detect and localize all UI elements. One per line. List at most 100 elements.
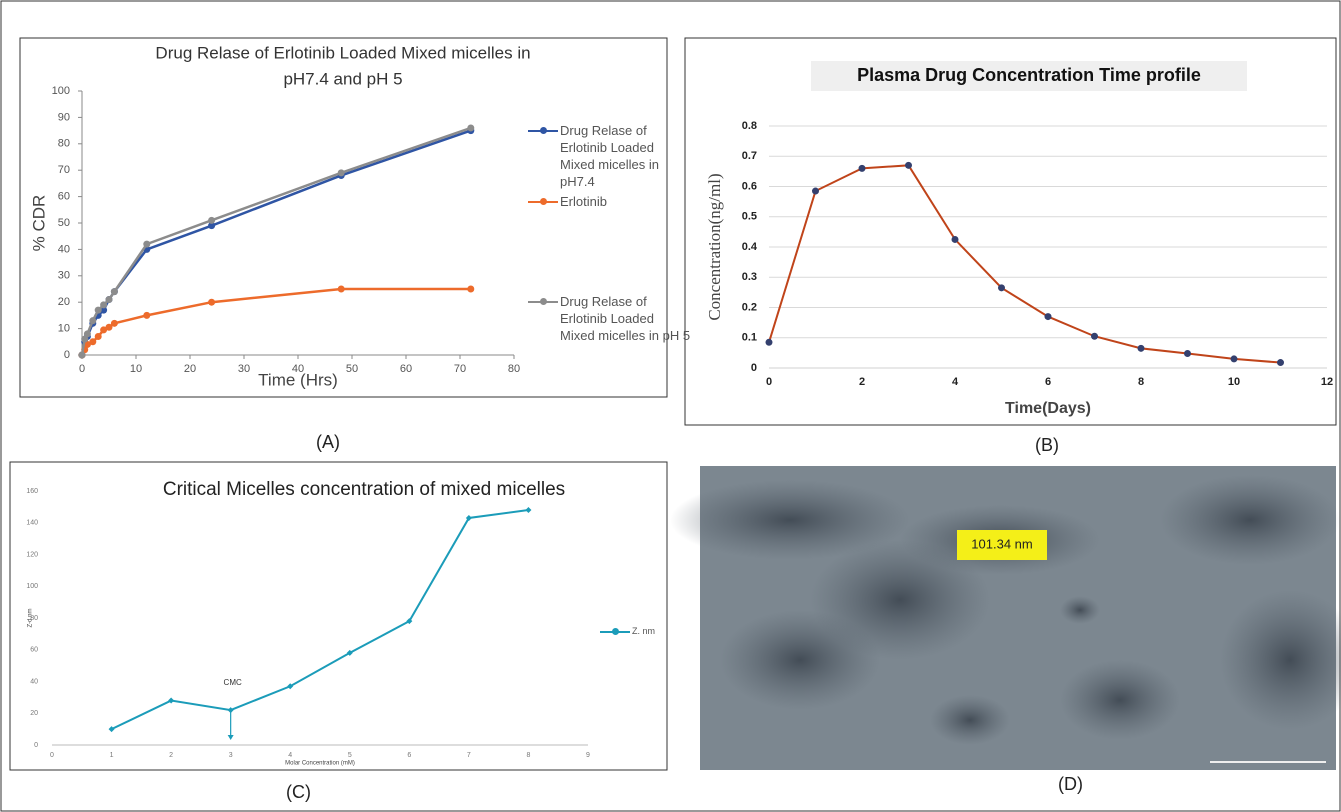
y-tick-label: 100: [26, 583, 38, 590]
panel-label: (A): [316, 432, 340, 453]
x-axis-label: Molar Concentration (mM): [285, 761, 355, 767]
series-line: [82, 131, 471, 355]
image-annotation: 101.34 nm: [971, 536, 1032, 551]
marker: [1045, 313, 1052, 320]
series-line: [112, 510, 529, 729]
series-line: [82, 128, 471, 355]
marker: [106, 296, 113, 303]
annotation: CMC: [224, 678, 242, 687]
marker: [143, 312, 150, 319]
y-tick-label: 0.2: [742, 301, 757, 313]
marker: [95, 307, 102, 314]
panel-frame: [10, 462, 667, 770]
y-tick-label: 0.8: [742, 120, 757, 132]
marker: [998, 284, 1005, 291]
legend-label: Drug Relase of Erlotinib Loaded Mixed mi…: [560, 293, 692, 344]
legend-entry: Erlotinib: [528, 193, 692, 210]
x-tick-label: 5: [348, 752, 352, 759]
y-axis-label: Z-d.nm: [28, 608, 34, 627]
x-tick-label: 2: [859, 376, 865, 388]
x-tick-label: 70: [454, 363, 466, 375]
annotation-arrowhead: [228, 735, 234, 740]
marker: [143, 241, 150, 248]
x-tick-label: 80: [508, 363, 520, 375]
y-tick-label: 0: [34, 742, 38, 749]
x-tick-label: 10: [130, 363, 142, 375]
y-tick-label: 0.3: [742, 271, 757, 283]
tem-image: 101.34 nm: [670, 466, 1341, 770]
panel-frame: [685, 38, 1336, 425]
y-tick-label: 0.6: [742, 180, 757, 192]
legend-entry: Drug Relase of Erlotinib Loaded Mixed mi…: [528, 293, 692, 344]
x-tick-label: 8: [526, 752, 530, 759]
marker: [338, 169, 345, 176]
y-tick-label: 120: [26, 551, 38, 558]
y-tick-label: 40: [30, 678, 38, 685]
x-tick-label: 4: [288, 752, 292, 759]
marker: [338, 286, 345, 293]
y-tick-label: 0.4: [742, 241, 758, 253]
x-tick-label: 0: [50, 752, 54, 759]
marker: [84, 330, 91, 337]
marker: [1231, 355, 1238, 362]
chart-title: Drug Relase of Erlotinib Loaded Mixed mi…: [155, 43, 530, 62]
marker: [89, 338, 96, 345]
legend-entry: Z. nm: [600, 623, 712, 640]
y-axis-label: % CDR: [29, 195, 48, 252]
chart-title: Plasma Drug Concentration Time profile: [857, 65, 1201, 85]
x-tick-label: 0: [79, 363, 85, 375]
marker: [1091, 333, 1098, 340]
y-tick-label: 70: [58, 164, 70, 176]
marker: [89, 317, 96, 324]
y-tick-label: 0.5: [742, 211, 757, 223]
marker: [208, 217, 215, 224]
x-axis-label: Time(Days): [1005, 400, 1091, 417]
x-tick-label: 8: [1138, 376, 1144, 388]
x-tick-label: 7: [467, 752, 471, 759]
legend-swatch: [528, 122, 558, 139]
x-tick-label: 2: [169, 752, 173, 759]
panel-label: (C): [286, 782, 311, 803]
y-axis-label: Concentration(ng/ml): [705, 173, 724, 320]
marker: [228, 707, 234, 713]
y-tick-label: 20: [58, 296, 70, 308]
legend-entry: Drug Relase of Erlotinib Loaded Mixed mi…: [528, 122, 692, 190]
x-tick-label: 4: [952, 376, 959, 388]
y-tick-label: 20: [30, 710, 38, 717]
y-tick-label: 0: [751, 362, 757, 374]
y-tick-label: 0.1: [742, 332, 757, 344]
marker: [1277, 359, 1284, 366]
x-tick-label: 10: [1228, 376, 1240, 388]
marker: [812, 188, 819, 195]
page: 101.34 nm Drug Relase of Erlotinib Loade…: [0, 0, 1341, 812]
y-tick-label: 50: [58, 217, 70, 229]
marker: [79, 352, 86, 359]
x-tick-label: 12: [1321, 376, 1333, 388]
x-tick-label: 30: [238, 363, 250, 375]
marker: [905, 162, 912, 169]
marker: [208, 299, 215, 306]
marker: [95, 333, 102, 340]
y-tick-label: 60: [30, 647, 38, 654]
x-tick-label: 60: [400, 363, 412, 375]
legend-label: Erlotinib: [560, 193, 607, 210]
x-tick-label: 1: [110, 752, 114, 759]
chart-title: Critical Micelles concentration of mixed…: [163, 479, 565, 500]
legend-label: Drug Relase of Erlotinib Loaded Mixed mi…: [560, 122, 692, 190]
marker: [111, 320, 118, 327]
chart-title: pH7.4 and pH 5: [283, 69, 402, 88]
y-tick-label: 40: [58, 243, 70, 255]
legend-swatch: [528, 293, 558, 310]
marker: [1138, 345, 1145, 352]
legend-swatch: [528, 193, 558, 210]
series-line: [82, 289, 471, 355]
marker: [859, 165, 866, 172]
y-tick-label: 30: [58, 270, 70, 282]
marker: [467, 124, 474, 131]
marker: [467, 286, 474, 293]
y-tick-label: 140: [26, 520, 38, 527]
legend-swatch: [600, 623, 630, 640]
x-tick-label: 6: [1045, 376, 1051, 388]
y-tick-label: 80: [58, 138, 70, 150]
x-tick-label: 20: [184, 363, 196, 375]
